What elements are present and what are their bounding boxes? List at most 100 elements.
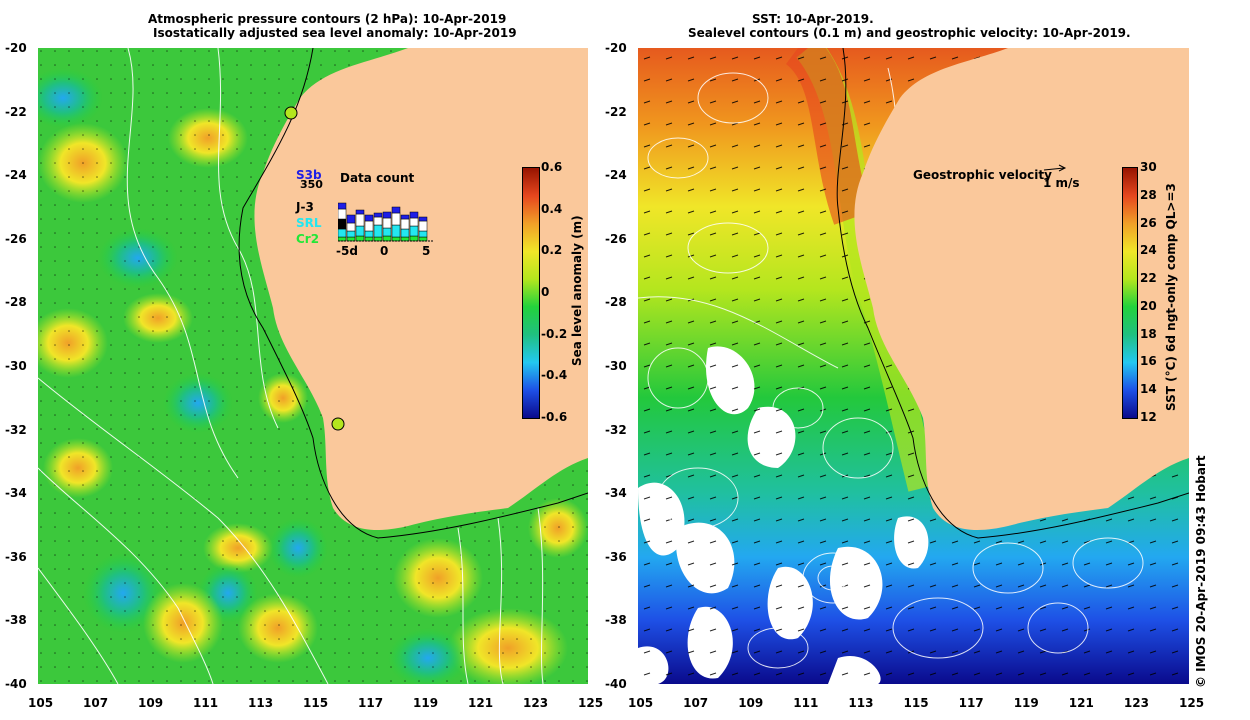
axis-tick-label: 125 (1179, 696, 1205, 710)
colorbar-tick: 24 (1140, 243, 1157, 258)
axis-tick-label: 117 (958, 696, 984, 710)
axis-tick-label: -34 (5, 486, 27, 501)
histogram-bar (355, 235, 365, 242)
colorbar-tick: 30 (1140, 160, 1157, 174)
histogram-bar (382, 217, 392, 229)
axis-tick-label: 117 (358, 696, 384, 710)
hist-tick: 5 (422, 244, 431, 258)
australia-land-sst (854, 48, 1189, 531)
axis-tick-label: -40 (5, 677, 27, 691)
colorbar-tick: 16 (1140, 354, 1157, 369)
histogram-bar (373, 212, 383, 218)
right-title-line1: SST: 10-Apr-2019. (752, 12, 874, 26)
colorbar-tick: 22 (1140, 271, 1157, 286)
velocity-scale-arrow (1043, 167, 1065, 171)
axis-tick-label: 125 (578, 696, 604, 710)
axis-tick-label: 115 (303, 696, 329, 710)
histogram-bar (338, 236, 347, 242)
histogram-bar (355, 209, 365, 215)
histogram-bar (418, 236, 428, 242)
colorbar-tick: 0 (541, 285, 550, 299)
histogram-bar (400, 236, 410, 242)
hist-tick: -5d (336, 244, 358, 258)
histogram-bar (382, 211, 392, 219)
axis-tick-label: -22 (605, 104, 627, 119)
colorbar-tick: 0.2 (541, 243, 563, 258)
legend-350: 350 (300, 178, 323, 191)
histogram-bar (338, 228, 347, 238)
axis-tick-label: -20 (5, 41, 27, 55)
histogram-bar (418, 216, 428, 222)
data-count-histogram (338, 202, 434, 242)
axis-tick-label: 121 (1068, 696, 1094, 710)
axis-tick-label: -40 (605, 677, 627, 691)
histogram-bar (418, 230, 428, 238)
left-title-line2: Isostatically adjusted sea level anomaly… (153, 26, 517, 40)
histogram-bar (418, 220, 428, 232)
axis-tick-label: 105 (628, 696, 654, 710)
histogram-bar (338, 202, 347, 210)
data-count-title: Data count (340, 171, 415, 185)
histogram-bar (391, 212, 401, 226)
histogram-bar (346, 236, 356, 242)
histogram-bar (382, 235, 392, 242)
histogram-bar (346, 222, 356, 232)
velocity-scale-label: 1 m/s (1043, 176, 1080, 190)
axis-tick-label: -38 (605, 613, 627, 628)
imos-credit: © IMOS 20-Apr-2019 09:43 Hobart (1194, 455, 1208, 688)
axis-tick-label: 111 (793, 696, 819, 710)
axis-tick-label: -26 (605, 231, 627, 246)
histogram-bar (409, 211, 419, 219)
colorbar-tick: 18 (1140, 326, 1157, 341)
sst-colorbar-label: SST (°C) 6d ngt-only comp QL>=3 (1164, 183, 1178, 411)
axis-tick-label: -30 (5, 359, 27, 373)
axis-tick-label: 109 (138, 696, 164, 710)
histogram-bar (391, 236, 401, 242)
coastline-contour (238, 47, 589, 539)
histogram-bar (364, 236, 374, 242)
right-title-line2: Sealevel contours (0.1 m) and geostrophi… (688, 26, 1131, 40)
colorbar-tick: 0.6 (541, 160, 563, 174)
histogram-bar (409, 217, 419, 227)
histogram-bar (364, 214, 374, 222)
axis-tick-label: -28 (5, 295, 27, 310)
histogram-bar (373, 224, 383, 238)
histogram-bar (409, 235, 419, 242)
axis-tick-label: -36 (5, 549, 27, 564)
hist-tick: 0 (380, 244, 389, 258)
axis-tick-label: -24 (605, 168, 627, 183)
axis-tick-label: 105 (28, 696, 54, 710)
tide-gauge-marker[interactable] (331, 417, 345, 431)
histogram-bar (391, 224, 401, 238)
velocity-label: Geostrophic velocity (913, 168, 1052, 182)
axis-tick-label: 109 (738, 696, 764, 710)
sea-level-colorbar (522, 167, 540, 419)
legend-s3b: S3b (296, 168, 322, 182)
axis-tick-label: 113 (848, 696, 874, 710)
colorbar-tick: -0.4 (541, 368, 568, 383)
sst-map-svg (637, 32, 1190, 684)
sst-colorbar (1122, 167, 1138, 419)
axis-tick-label: 107 (683, 696, 709, 710)
data-count-inset: S3b 350 J-3 SRL Cr2 Data count -5d 0 5 (296, 168, 436, 263)
axis-tick-label: -24 (5, 168, 27, 183)
left-title-line1: Atmospheric pressure contours (2 hPa): 1… (148, 12, 507, 26)
australia-land (254, 48, 588, 531)
colorbar-tick: 0.4 (541, 201, 563, 216)
sea-level-colorbar-label: Sea level anomaly (m) (570, 215, 584, 366)
axis-tick-label: -20 (605, 41, 627, 55)
axis-tick-label: 123 (523, 696, 549, 710)
axis-tick-label: -30 (605, 359, 627, 373)
tide-gauge-marker[interactable] (284, 106, 298, 120)
legend-srl: SRL (296, 216, 322, 230)
axis-tick-label: 115 (903, 696, 929, 710)
pressure-contours (37, 47, 544, 685)
histogram-bar (373, 216, 383, 226)
histogram-bar (391, 206, 401, 214)
histogram-bar (364, 220, 374, 232)
histogram-bar (400, 218, 410, 230)
histogram-bar (338, 218, 347, 230)
histogram-bar (373, 236, 383, 242)
axis-tick-label: -34 (605, 486, 627, 501)
